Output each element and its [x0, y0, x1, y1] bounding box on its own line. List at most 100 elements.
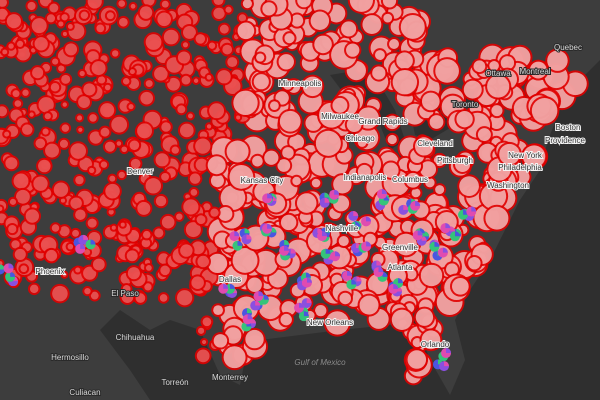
marker: [59, 139, 69, 148]
marker: [155, 153, 169, 167]
marker: [118, 0, 126, 7]
place-label: Quebec: [554, 43, 582, 52]
marker: [357, 164, 371, 179]
pie-slice: [351, 279, 357, 285]
marker: [219, 24, 229, 34]
marker: [415, 308, 434, 326]
marker: [78, 96, 90, 108]
marker: [97, 76, 106, 84]
marker: [412, 338, 422, 348]
place-label: El Paso: [111, 289, 139, 298]
marker: [237, 22, 255, 40]
marker: [421, 92, 440, 111]
marker: [382, 0, 397, 8]
marker: [52, 285, 68, 302]
pie-slice: [444, 361, 450, 367]
marker: [400, 14, 425, 39]
marker: [38, 159, 51, 173]
marker: [62, 102, 67, 107]
pie-slice: [246, 234, 252, 240]
marker: [435, 185, 445, 195]
marker: [314, 35, 332, 54]
marker: [118, 171, 125, 179]
marker: [78, 127, 83, 132]
pie-slice: [446, 348, 452, 354]
marker: [62, 31, 67, 36]
marker: [157, 12, 171, 27]
marker: [160, 265, 170, 276]
marker: [89, 131, 102, 144]
marker: [45, 249, 58, 262]
marker: [421, 330, 441, 350]
marker: [130, 158, 141, 169]
marker: [135, 293, 146, 303]
marker: [278, 54, 294, 70]
marker: [105, 183, 120, 199]
marker: [207, 156, 226, 175]
place-label: Culiacan: [69, 388, 100, 397]
marker: [456, 110, 473, 128]
pie-slice: [234, 231, 240, 237]
marker: [262, 2, 276, 16]
marker: [459, 176, 479, 196]
place-label: Cleveland: [417, 139, 453, 148]
marker: [414, 137, 434, 156]
pie-slice: [83, 234, 89, 240]
marker: [154, 67, 168, 81]
marker: [491, 105, 503, 117]
place-label: Toronto: [452, 100, 479, 109]
marker: [487, 75, 510, 98]
marker: [58, 21, 64, 27]
marker: [207, 253, 228, 274]
marker: [22, 89, 29, 96]
pie-slice: [378, 267, 384, 273]
marker: [58, 65, 65, 72]
pie-slice: [398, 278, 404, 284]
marker: [395, 233, 417, 256]
marker: [195, 158, 208, 171]
place-label: Chicago: [345, 134, 375, 143]
pie-slice: [306, 298, 312, 304]
marker: [253, 74, 269, 90]
labels: Quebec Ottawa Montreal Toronto Minneapolis Mi…: [35, 42, 587, 398]
marker: [176, 213, 183, 220]
marker: [61, 14, 68, 21]
marker: [6, 14, 21, 29]
marker: [121, 146, 128, 153]
marker: [396, 52, 413, 69]
pie-slice: [90, 239, 96, 245]
marker: [96, 24, 105, 33]
marker: [362, 15, 382, 35]
pie-slice: [267, 223, 273, 229]
marker: [62, 272, 67, 277]
place-label: Denver: [127, 167, 153, 176]
marker: [213, 0, 224, 6]
marker: [35, 138, 46, 149]
marker: [563, 72, 587, 96]
marker: [15, 46, 31, 61]
marker: [280, 214, 297, 231]
marker: [145, 178, 162, 194]
marker: [70, 143, 87, 159]
place-label: Boston: [556, 123, 581, 132]
marker: [50, 82, 60, 92]
place-label: Chihuahua: [116, 333, 155, 342]
marker: [31, 48, 36, 53]
pie-slice: [299, 302, 305, 308]
pie-slice: [290, 248, 296, 254]
pie-slice: [335, 251, 341, 257]
marker: [49, 3, 59, 13]
marker: [130, 3, 136, 9]
marker: [20, 265, 28, 273]
marker: [51, 224, 60, 232]
place-label: Providence: [545, 136, 586, 145]
marker: [296, 193, 317, 213]
place-label: Minneapolis: [279, 79, 322, 88]
marker: [338, 236, 349, 247]
marker: [89, 167, 95, 174]
marker: [387, 134, 397, 145]
marker: [59, 226, 70, 237]
marker: [65, 43, 78, 56]
marker: [0, 106, 8, 117]
